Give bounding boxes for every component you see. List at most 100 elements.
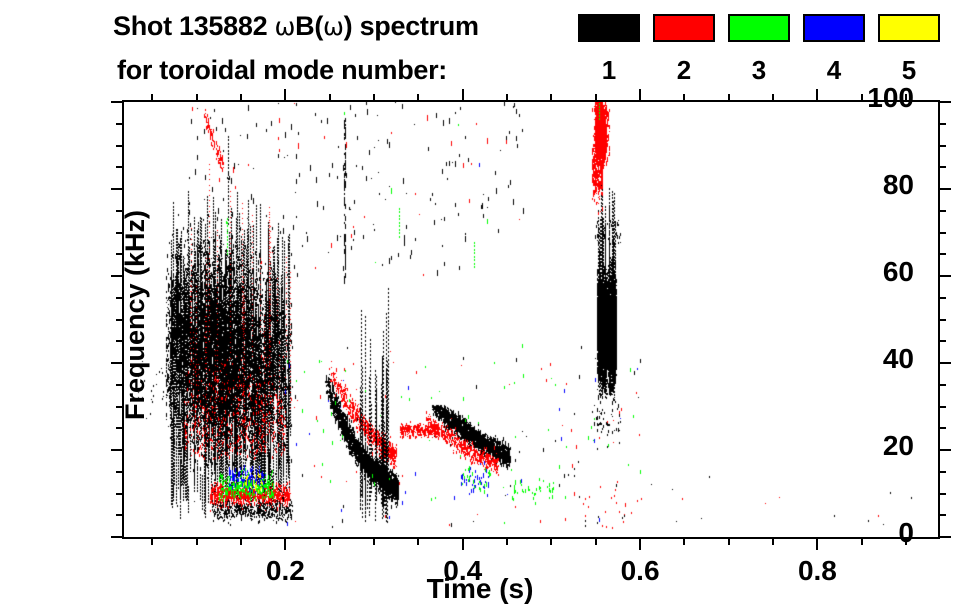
y-tick-70 bbox=[116, 231, 124, 234]
legend-swatch-mode-4 bbox=[803, 14, 865, 42]
y-tick-95 bbox=[938, 122, 946, 125]
y-tick-45 bbox=[938, 340, 946, 343]
legend-label-mode-5: 5 bbox=[901, 55, 917, 85]
legend: 1 2 3 4 5 bbox=[0, 0, 963, 95]
y-tick-label-40: 40 bbox=[882, 343, 914, 374]
x-tick-0.80 bbox=[816, 537, 819, 550]
x-tick-0.65 bbox=[683, 537, 686, 545]
y-tick-55 bbox=[116, 296, 124, 299]
x-tick-0.15 bbox=[240, 94, 243, 102]
y-tick-95 bbox=[116, 122, 124, 125]
x-tick-0.35 bbox=[417, 537, 420, 545]
y-tick-25 bbox=[938, 427, 946, 430]
y-tick-90 bbox=[938, 144, 946, 147]
y-tick-45 bbox=[116, 340, 124, 343]
y-tick-0 bbox=[938, 536, 951, 538]
legend-swatch-mode-2 bbox=[653, 14, 715, 42]
x-tick-0.80 bbox=[816, 89, 819, 102]
x-tick-0.90 bbox=[905, 94, 908, 102]
y-tick-85 bbox=[938, 166, 946, 169]
x-tick-0.30 bbox=[373, 94, 376, 102]
y-tick-35 bbox=[116, 383, 124, 386]
y-tick-label-60: 60 bbox=[882, 256, 914, 287]
x-tick-0.20 bbox=[284, 537, 287, 550]
x-tick-0.55 bbox=[594, 94, 597, 102]
y-tick-50 bbox=[116, 318, 124, 321]
x-tick-0.15 bbox=[240, 537, 243, 545]
y-tick-5 bbox=[938, 514, 946, 517]
y-tick-80 bbox=[111, 188, 124, 190]
y-tick-25 bbox=[116, 427, 124, 430]
x-tick-0.75 bbox=[772, 537, 775, 545]
y-tick-80 bbox=[938, 188, 951, 190]
x-tick-0.40 bbox=[461, 537, 464, 550]
x-tick-0.65 bbox=[683, 94, 686, 102]
x-tick-0.60 bbox=[639, 89, 642, 102]
y-tick-35 bbox=[938, 383, 946, 386]
x-tick-0.30 bbox=[373, 537, 376, 545]
x-tick-0.45 bbox=[506, 94, 509, 102]
y-tick-20 bbox=[938, 449, 951, 451]
y-tick-100 bbox=[111, 101, 124, 103]
y-tick-10 bbox=[938, 492, 946, 495]
x-tick-0.90 bbox=[905, 537, 908, 545]
x-tick-label-0.4: 0.4 bbox=[443, 555, 483, 586]
y-tick-100 bbox=[938, 101, 951, 103]
y-tick-20 bbox=[111, 449, 124, 451]
y-tick-55 bbox=[938, 296, 946, 299]
x-tick-0.50 bbox=[550, 94, 553, 102]
x-tick-0.50 bbox=[550, 537, 553, 545]
omega-symbol-1: ω bbox=[274, 12, 296, 41]
y-tick-75 bbox=[938, 209, 946, 212]
x-tick-label-0.2: 0.2 bbox=[265, 555, 305, 586]
x-tick-0.05 bbox=[151, 537, 154, 545]
x-axis-title: Time (s) bbox=[426, 573, 534, 604]
legend-label-mode-2: 2 bbox=[676, 55, 692, 85]
x-tick-0.45 bbox=[506, 537, 509, 545]
y-tick-15 bbox=[938, 470, 946, 473]
x-tick-0.70 bbox=[727, 94, 730, 102]
page-title: Shot 135882 ωB(ω) spectrum bbox=[113, 11, 479, 42]
y-tick-60 bbox=[111, 275, 124, 277]
legend-swatch-mode-1 bbox=[578, 14, 640, 42]
title-subtitle: for toroidal mode number: bbox=[117, 55, 448, 85]
spectrogram-canvas bbox=[124, 102, 938, 537]
title-text-suffix: ) spectrum bbox=[343, 11, 479, 41]
y-tick-40 bbox=[938, 362, 951, 364]
y-tick-label-20: 20 bbox=[882, 430, 914, 461]
x-tick-label-0.6: 0.6 bbox=[620, 555, 660, 586]
y-tick-0 bbox=[111, 536, 124, 538]
y-tick-60 bbox=[938, 275, 951, 277]
y-tick-90 bbox=[116, 144, 124, 147]
x-tick-0.25 bbox=[328, 94, 331, 102]
omega-symbol-2: ω bbox=[323, 12, 344, 41]
x-tick-0.55 bbox=[594, 537, 597, 545]
title-text-prefix: Shot 135882 bbox=[113, 11, 275, 41]
y-tick-30 bbox=[116, 405, 124, 408]
y-tick-75 bbox=[116, 209, 124, 212]
y-tick-10 bbox=[116, 492, 124, 495]
y-tick-30 bbox=[938, 405, 946, 408]
x-tick-0.60 bbox=[639, 537, 642, 550]
title-text-mid: B( bbox=[295, 11, 324, 41]
y-axis-title: Frequency (kHz) bbox=[120, 209, 150, 420]
x-tick-0.10 bbox=[195, 537, 198, 545]
x-tick-0.05 bbox=[151, 94, 154, 102]
plot-area: Frequency (kHz) 0 20 40 60 80 100 0.2 0.4 0.6 0.8 bbox=[111, 82, 951, 586]
legend-label-mode-4: 4 bbox=[826, 55, 842, 85]
y-tick-label-0: 0 bbox=[898, 517, 914, 548]
x-tick-0.40 bbox=[461, 89, 464, 102]
y-tick-40 bbox=[111, 362, 124, 364]
x-tick-0.25 bbox=[328, 537, 331, 545]
legend-label-mode-3: 3 bbox=[751, 55, 767, 85]
x-tick-label-0.8: 0.8 bbox=[797, 555, 837, 586]
y-tick-5 bbox=[116, 514, 124, 517]
y-tick-65 bbox=[116, 253, 124, 256]
y-tick-label-80: 80 bbox=[882, 169, 914, 200]
x-tick-0.35 bbox=[417, 94, 420, 102]
x-tick-0.85 bbox=[860, 537, 863, 545]
legend-swatch-mode-5 bbox=[878, 14, 940, 42]
x-tick-0.70 bbox=[727, 537, 730, 545]
x-tick-0.75 bbox=[772, 94, 775, 102]
